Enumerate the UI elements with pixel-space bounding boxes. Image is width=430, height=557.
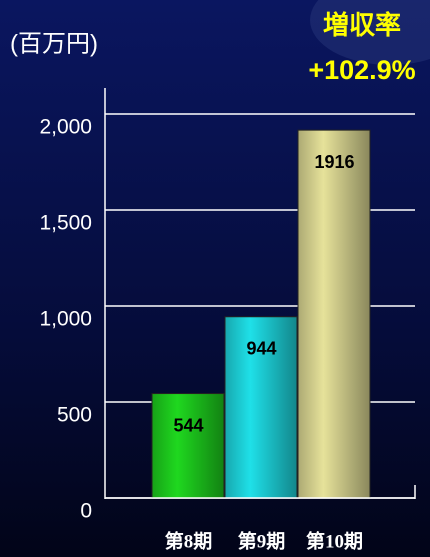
- unit-label: (百万円): [10, 30, 98, 57]
- annotation-value: +102.9%: [308, 55, 415, 85]
- background-glow: [310, 0, 430, 65]
- value-label: 944: [246, 339, 276, 359]
- value-label: 544: [173, 415, 203, 435]
- bar: [297, 129, 371, 499]
- y-tick-label: 2,000: [39, 116, 92, 139]
- y-tick-label: 0: [80, 500, 92, 523]
- x-tick-label: 第9期: [238, 529, 286, 552]
- x-tick-label: 第10期: [306, 529, 363, 552]
- y-tick-label: 1,000: [39, 308, 92, 331]
- y-tick-label: 500: [57, 404, 92, 427]
- x-tick-label: 第8期: [165, 529, 213, 552]
- annotation-title: 増収率: [323, 10, 401, 40]
- bar: [151, 393, 225, 499]
- value-label: 1916: [314, 152, 354, 172]
- y-tick-label: 1,500: [39, 212, 92, 235]
